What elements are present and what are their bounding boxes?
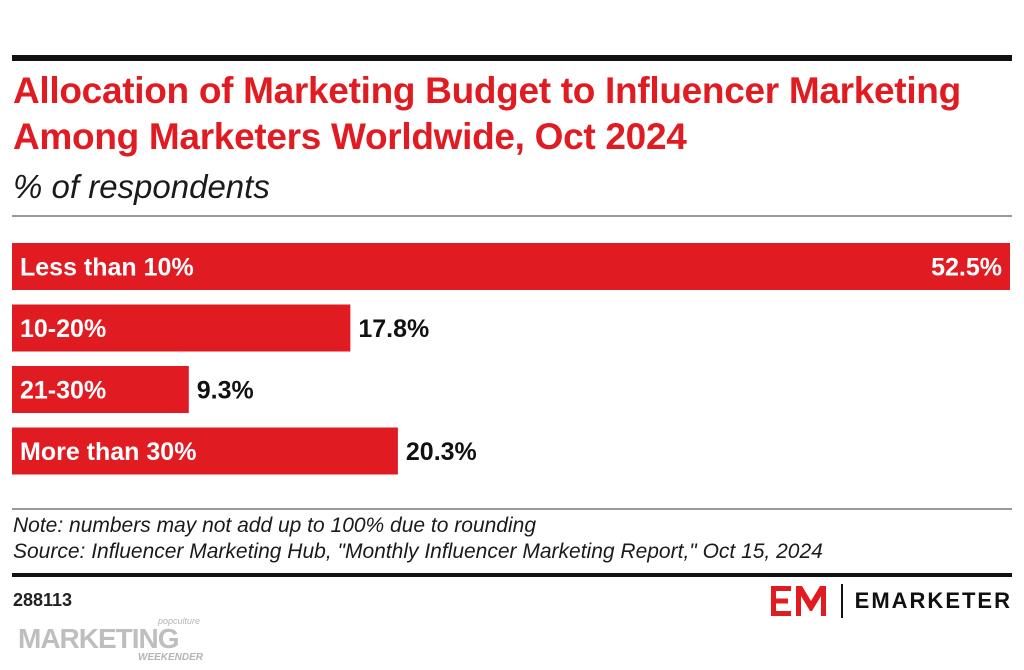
bar-chart: Less than 10% 52.5% 10-20% 17.8% 21-30% 9.3% M… [12, 243, 1010, 475]
bar-2 [12, 366, 189, 413]
header-divider [12, 215, 1012, 217]
watermark-small-top: popculture [157, 616, 200, 626]
value-label-1: 17.8% [358, 315, 429, 343]
value-label-2: 9.3% [197, 377, 254, 405]
brand-block: EMARKETER [770, 582, 1012, 620]
category-label-2: 21-30% [20, 377, 106, 405]
bottom-rule [12, 573, 1012, 577]
chart-id: 288113 [13, 590, 73, 610]
top-rule [12, 55, 1012, 61]
bar-1 [12, 304, 351, 352]
chart-subtitle: % of respondents [13, 168, 270, 205]
chart-title: Allocation of Marketing Budget to Influe… [13, 70, 961, 157]
bar-3 [12, 427, 398, 475]
category-label-0: Less than 10% [20, 254, 194, 282]
category-label-3: More than 30% [20, 438, 196, 466]
em-logo-icon [770, 586, 826, 616]
value-label-3: 20.3% [406, 438, 477, 466]
watermark-main: MARKETING [18, 623, 179, 654]
chart-source: Source: Influencer Marketing Hub, "Month… [13, 540, 823, 563]
chart-note: Note: numbers may not add up to 100% due… [13, 514, 537, 537]
watermark-small-bottom: WEEKENDER [138, 652, 204, 663]
value-label-0: 52.5% [931, 254, 1002, 282]
brand-separator [840, 584, 843, 618]
bar-0 [12, 243, 1010, 290]
marketing-weekender-watermark: popculture MARKETING WEEKENDER [18, 616, 204, 663]
footer-divider [12, 508, 1012, 510]
brand-name: EMARKETER [854, 588, 1012, 613]
category-label-1: 10-20% [20, 315, 106, 343]
